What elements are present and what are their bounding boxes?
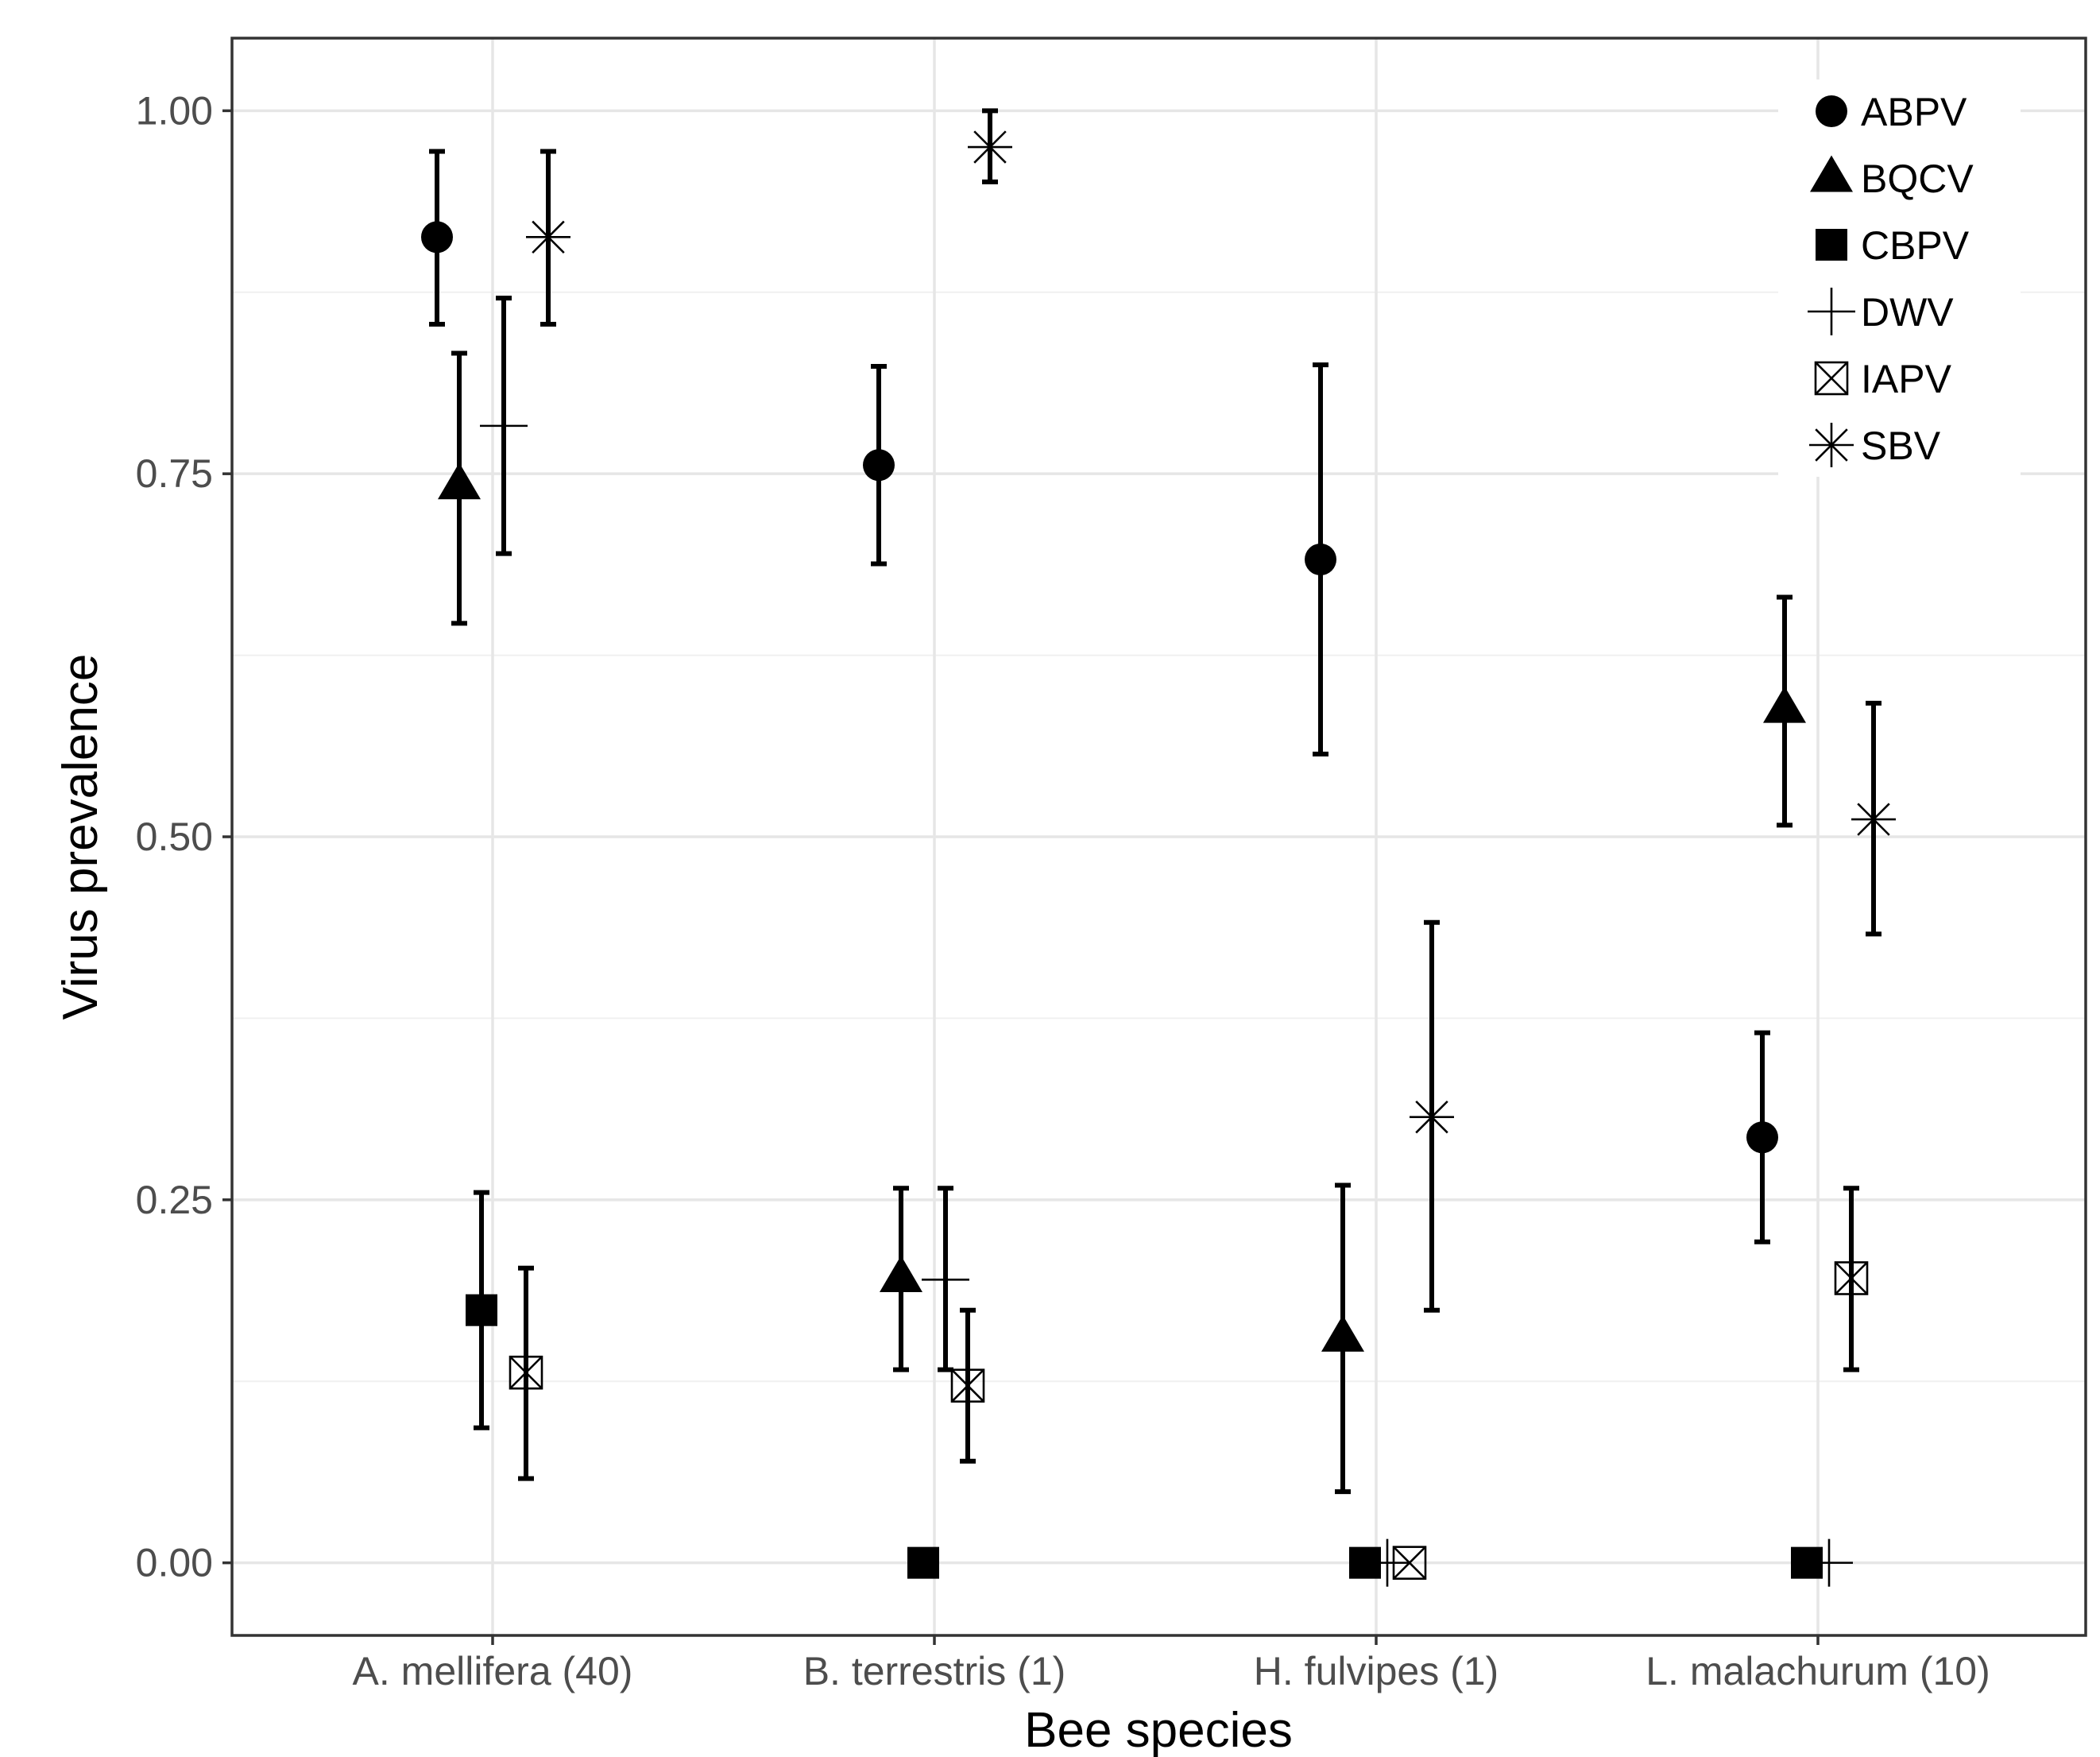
legend-label: ABPV xyxy=(1861,90,1967,134)
data-point xyxy=(480,401,528,450)
y-tick-label: 0.50 xyxy=(136,815,213,859)
y-tick-label: 0.75 xyxy=(136,451,213,496)
series-iapv xyxy=(509,1186,1869,1580)
legend-key-sbv xyxy=(1809,423,1854,467)
x-axis: A. mellifera (40) B. terrestris (1) H. ful… xyxy=(353,1635,1990,1693)
x-tick-label: L. malachurum (10) xyxy=(1646,1649,1990,1693)
legend-key-dwv xyxy=(1808,288,1855,335)
data-point xyxy=(907,1546,939,1579)
data-point xyxy=(950,1368,985,1403)
x-tick-label: A. mellifera (40) xyxy=(353,1649,633,1693)
data-point xyxy=(1763,686,1806,723)
data-point xyxy=(526,215,570,260)
x-axis-title: Bee species xyxy=(1024,1703,1293,1757)
legend-label: BQCV xyxy=(1861,157,1974,201)
series-dwv xyxy=(480,296,1853,1587)
data-point xyxy=(1305,543,1336,575)
data-point xyxy=(1851,797,1896,842)
series-sbv xyxy=(526,108,1896,1313)
data-marks xyxy=(421,108,1896,1587)
data-point xyxy=(880,1255,922,1292)
y-tick-label: 1.00 xyxy=(136,88,213,133)
legend-label: IAPV xyxy=(1861,357,1952,401)
legend-label: DWV xyxy=(1861,290,1954,335)
data-point xyxy=(1321,1314,1364,1352)
y-axis: 0.00 0.25 0.50 0.75 1.00 xyxy=(136,88,232,1585)
legend-key-cbpv xyxy=(1816,229,1847,261)
legend: ABPV BQCV CBPV DWV IAPV SBV xyxy=(1778,79,2021,477)
legend-background xyxy=(1778,79,2021,477)
data-point xyxy=(1410,1094,1454,1140)
gridlines xyxy=(232,38,2086,1635)
y-tick-label: 0.00 xyxy=(136,1541,213,1585)
x-tick-label: H. fulvipes (1) xyxy=(1254,1649,1499,1693)
data-point xyxy=(421,221,453,253)
series-abpv xyxy=(421,149,1778,1244)
data-point xyxy=(438,462,481,500)
data-point xyxy=(509,1355,543,1390)
legend-key-bqcv xyxy=(1810,155,1853,192)
x-tick-label: B. terrestris (1) xyxy=(803,1649,1066,1693)
data-point xyxy=(1805,1538,1853,1587)
data-point xyxy=(1392,1546,1427,1580)
y-tick-label: 0.25 xyxy=(136,1178,213,1222)
series-bqcv xyxy=(438,350,1806,1495)
data-point xyxy=(1834,1261,1869,1295)
legend-key-iapv xyxy=(1814,361,1849,396)
data-point xyxy=(1746,1121,1778,1154)
data-point xyxy=(1363,1538,1411,1587)
data-point xyxy=(922,1256,969,1304)
legend-label: SBV xyxy=(1861,424,1941,468)
legend-label: CBPV xyxy=(1861,223,1970,268)
data-point xyxy=(968,125,1012,170)
legend-key-abpv xyxy=(1816,95,1847,127)
data-point xyxy=(863,449,895,482)
y-axis-title: Virus prevalence xyxy=(53,654,108,1020)
data-point xyxy=(466,1294,497,1326)
